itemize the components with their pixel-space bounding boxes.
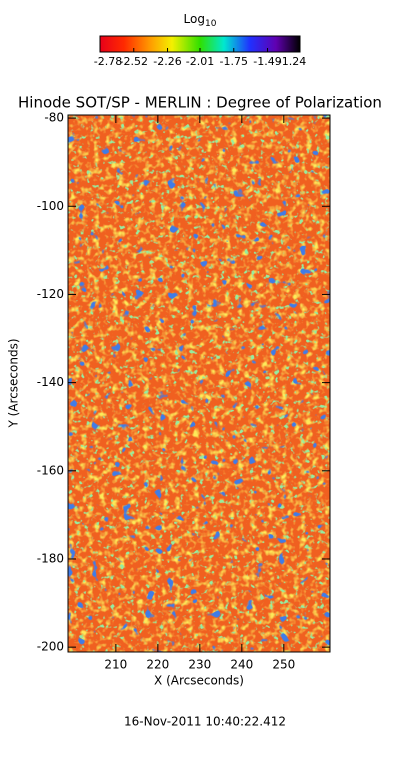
x-tick-label: 210 (104, 658, 127, 672)
colorbar-label-main: Log (184, 12, 205, 26)
colorbar-tick-label: -2.01 (186, 55, 214, 68)
x-tick-label: 240 (230, 658, 253, 672)
colorbar-tick-label: -1.24 (278, 55, 306, 68)
chart-title: Hinode SOT/SP - MERLIN : Degree of Polar… (18, 94, 382, 112)
y-tick-label: -160 (37, 463, 64, 477)
x-tick-label: 230 (188, 658, 211, 672)
colorbar-tick-label: -2.26 (153, 55, 181, 68)
colorbar-label-sub: 10 (205, 19, 217, 29)
colorbar-tick-label: -2.52 (120, 55, 148, 68)
map-image (68, 115, 330, 652)
plot-frame (67, 114, 331, 653)
x-tick-label: 250 (272, 658, 295, 672)
y-tick-label: -80 (44, 111, 64, 125)
x-axis-label: X (Arcseconds) (154, 674, 244, 688)
colorbar-tick-label: -1.75 (220, 55, 248, 68)
y-tick-label: -120 (37, 287, 64, 301)
y-tick-label: -100 (37, 199, 64, 213)
colorbar-tick-label: -2.78 (94, 55, 122, 68)
footer-date: 16-Nov-2011 10:40:22.412 (124, 715, 286, 729)
colorbar-tick-label: -1.49 (253, 55, 281, 68)
x-tick-label: 220 (146, 658, 169, 672)
y-tick-label: -200 (37, 640, 64, 654)
y-axis-label: Y (Arcseconds) (7, 338, 21, 428)
y-tick-label: -140 (37, 375, 64, 389)
y-tick-label: -180 (37, 551, 64, 565)
colorbar-label: Log10 (184, 12, 217, 29)
